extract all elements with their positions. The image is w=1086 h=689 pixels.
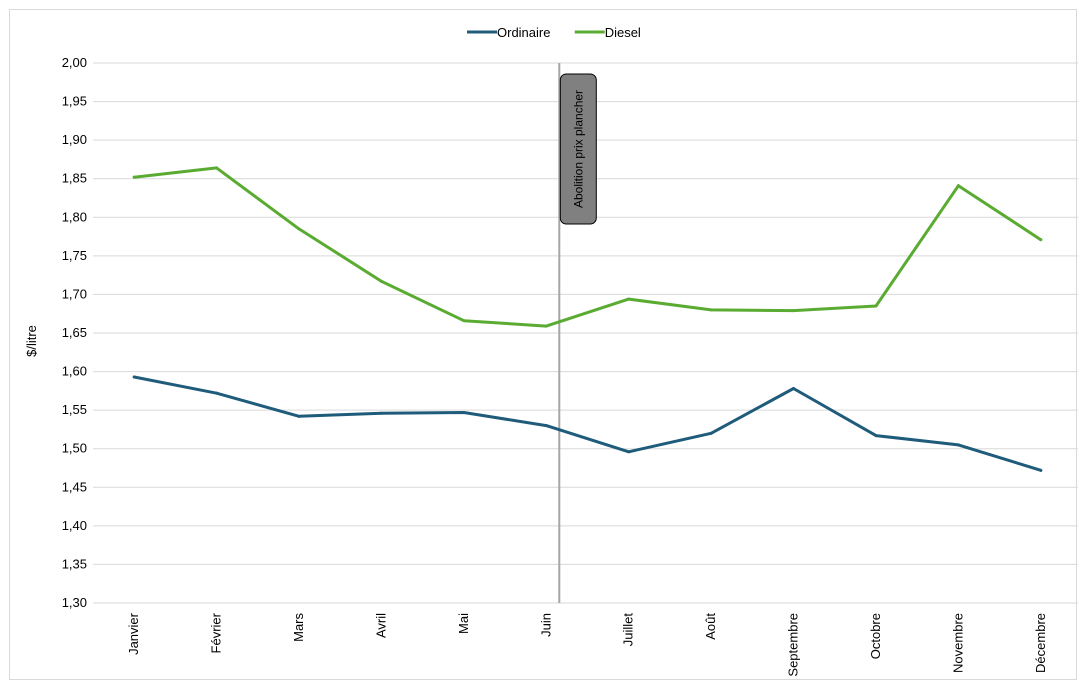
x-tick-label: Avril — [373, 613, 388, 638]
data-point-diesel — [956, 184, 960, 188]
data-point-ordinaire — [1039, 468, 1043, 472]
x-tick-label: Septembre — [786, 613, 801, 677]
data-point-ordinaire — [297, 414, 301, 418]
data-point-diesel — [215, 166, 219, 170]
legend-label: Ordinaire — [497, 25, 550, 40]
data-point-diesel — [709, 308, 713, 312]
y-tick-label: 1,85 — [62, 171, 87, 186]
legend: Ordinaire Diesel — [467, 25, 641, 40]
data-point-diesel — [297, 227, 301, 231]
y-axis-label: $/litre — [24, 325, 39, 357]
data-point-diesel — [874, 304, 878, 308]
data-point-diesel — [462, 319, 466, 323]
data-point-diesel — [379, 279, 383, 283]
x-tick-label: Novembre — [950, 613, 965, 673]
data-point-diesel — [1039, 238, 1043, 242]
y-tick-label: 1,50 — [62, 441, 87, 456]
data-point-diesel — [544, 324, 548, 328]
data-point-ordinaire — [627, 450, 631, 454]
x-tick-label: Juin — [538, 613, 553, 637]
data-point-diesel — [132, 175, 136, 179]
data-point-ordinaire — [544, 424, 548, 428]
x-tick-label: Décembre — [1033, 613, 1048, 673]
data-point-ordinaire — [379, 411, 383, 415]
data-point-diesel — [627, 297, 631, 301]
data-point-ordinaire — [792, 387, 796, 391]
x-axis-ticks: Janvier Février Mars Avril Mai Juin Juillet Aoû… — [126, 612, 1048, 676]
x-tick-label: Juillet — [621, 613, 636, 647]
x-tick-label: Octobre — [868, 613, 883, 659]
line-chart: 1,30 1,35 1,40 1,45 1,50 1,55 1,60 1,65 1,70 1,75… — [24, 25, 1082, 677]
y-tick-label: 1,60 — [62, 364, 87, 379]
y-tick-label: 1,75 — [62, 248, 87, 263]
y-tick-label: 1,70 — [62, 286, 87, 301]
x-tick-label: Janvier — [126, 612, 141, 655]
y-tick-label: 1,80 — [62, 209, 87, 224]
y-tick-label: 1,95 — [62, 94, 87, 109]
series-line-diesel — [132, 166, 1043, 328]
annotation: Abolition prix plancher — [558, 63, 597, 603]
chart-frame: 1,30 1,35 1,40 1,45 1,50 1,55 1,60 1,65 1,70 1,75… — [9, 9, 1082, 680]
data-point-ordinaire — [956, 443, 960, 447]
data-point-ordinaire — [709, 431, 713, 435]
annotation-label: Abolition prix plancher — [571, 90, 585, 208]
y-axis-ticks: 1,30 1,35 1,40 1,45 1,50 1,55 1,60 1,65 1,70 1,75… — [62, 55, 87, 610]
y-tick-label: 1,40 — [62, 518, 87, 533]
data-point-ordinaire — [874, 434, 878, 438]
x-tick-label: Février — [209, 612, 224, 653]
series-lines — [132, 166, 1043, 472]
y-tick-label: 1,65 — [62, 325, 87, 340]
series-line-ordinaire — [132, 375, 1043, 472]
x-tick-label: Août — [703, 613, 718, 640]
y-tick-label: 1,30 — [62, 595, 87, 610]
y-tick-label: 2,00 — [62, 55, 87, 70]
data-point-ordinaire — [215, 391, 219, 395]
y-tick-label: 1,45 — [62, 479, 87, 494]
x-tick-label: Mars — [291, 613, 306, 642]
annotation-box — [559, 73, 597, 225]
y-tick-label: 1,90 — [62, 132, 87, 147]
x-tick-label: Mai — [456, 613, 471, 634]
data-point-ordinaire — [462, 410, 466, 414]
y-tick-label: 1,55 — [62, 402, 87, 417]
legend-label: Diesel — [605, 25, 641, 40]
data-point-ordinaire — [132, 375, 136, 379]
data-point-diesel — [792, 309, 796, 313]
y-tick-label: 1,35 — [62, 556, 87, 571]
